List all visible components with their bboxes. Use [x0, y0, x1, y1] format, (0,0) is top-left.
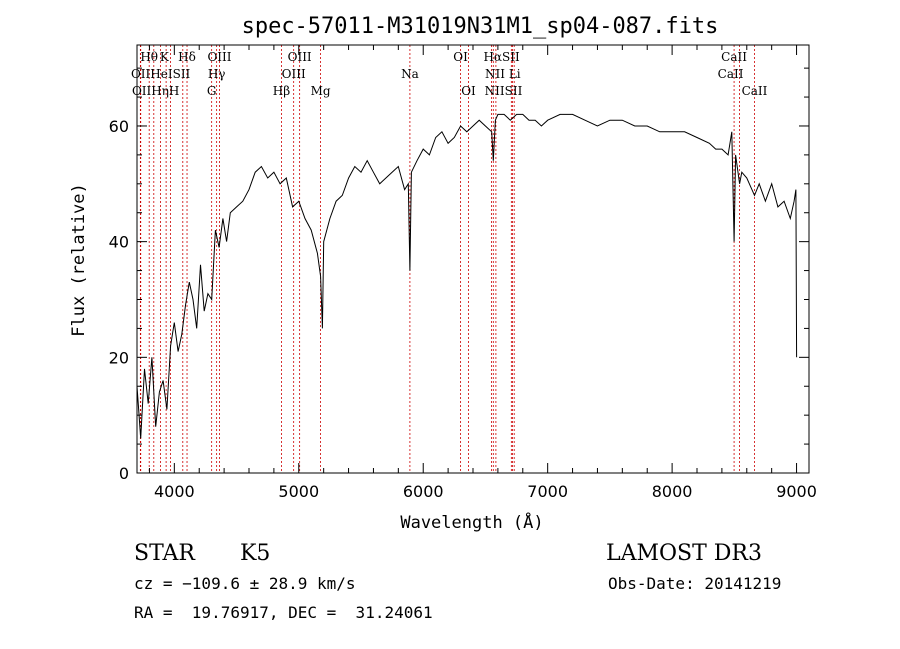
marker-label-16: Hβ: [273, 84, 290, 98]
marker-label-7: CaII: [721, 50, 747, 64]
marker-label-12: NII Li: [485, 67, 521, 81]
marker-label-8: OIIHeISII: [131, 67, 191, 81]
marker-label-1: K: [160, 50, 170, 64]
marker-label-5: OI: [453, 50, 468, 64]
marker-label-3: OIII: [207, 50, 231, 64]
marker-label-11: Na: [401, 67, 419, 81]
marker-label-17: Mg: [311, 84, 331, 98]
marker-label-19: NIISII: [485, 84, 523, 98]
y-axis-label: Flux (relative): [69, 183, 89, 337]
line-markers: [139, 45, 755, 473]
marker-label-0: Hθ: [140, 50, 158, 64]
chart-title: spec-57011-M31019N31M1_sp04-087.fits: [242, 14, 719, 39]
x-tick-label-0: 4000: [154, 482, 195, 501]
obs-date: Obs-Date: 20141219: [608, 574, 782, 593]
y-tick-label-3: 60: [109, 117, 129, 136]
marker-label-13: CaII: [718, 67, 744, 81]
x-tick-label-1: 5000: [278, 482, 319, 501]
ra-dec: RA = 19.76917, DEC = 31.24061: [134, 603, 433, 622]
x-tick-label-5: 9000: [776, 482, 817, 501]
series-line-0: [136, 113, 798, 439]
marker-labels: Hθ K Hδ OIII OIII OI HαSII CaII OIIHeISII Hγ OIII N…: [131, 50, 768, 98]
x-axis-label: Wavelength (Å): [400, 511, 543, 533]
survey-name: LAMOST DR3: [606, 541, 762, 566]
marker-label-6: HαSII: [483, 50, 520, 64]
x-tick-label-2: 6000: [403, 482, 444, 501]
x-axis: 4000 5000 6000 7000 8000 9000: [148, 45, 817, 501]
y-tick-label-0: 0: [119, 464, 129, 483]
x-tick-label-3: 7000: [527, 482, 568, 501]
y-tick-label-2: 40: [109, 233, 129, 252]
marker-label-15: G: [207, 84, 217, 98]
marker-label-18: OI: [461, 84, 476, 98]
x-tick-label-4: 8000: [652, 482, 693, 501]
redshift-cz: cz = −109.6 ± 28.9 km/s: [134, 574, 356, 593]
y-axis: 0 20 40 60: [109, 67, 809, 483]
marker-label-14: OIIHηH: [132, 84, 179, 98]
y-tick-label-1: 20: [109, 348, 129, 367]
marker-label-10: OIII: [282, 67, 306, 81]
marker-label-20: CaII: [742, 84, 768, 98]
plot-frame: [136, 44, 810, 474]
object-subclass: K5: [240, 541, 271, 566]
object-class: STAR: [134, 541, 195, 566]
marker-label-2: Hδ: [178, 50, 196, 64]
marker-label-9: Hγ: [208, 67, 226, 81]
series-group: [136, 113, 798, 439]
marker-label-4: OIII: [288, 50, 312, 64]
